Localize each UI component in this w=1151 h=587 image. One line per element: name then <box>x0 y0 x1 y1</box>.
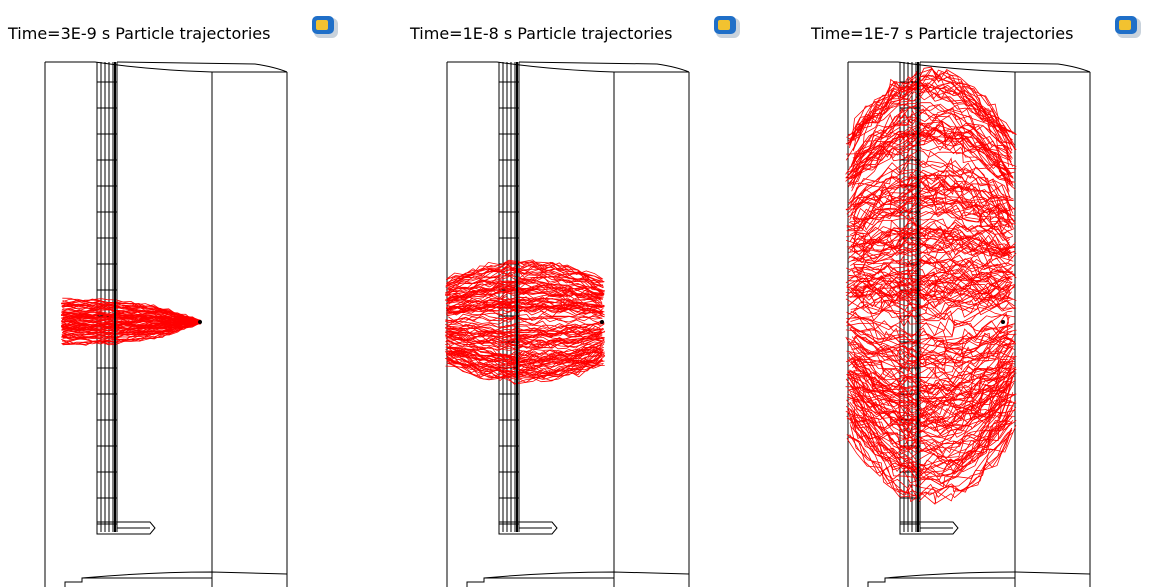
icon-face <box>316 20 328 30</box>
time-label: Time=1E-7 s <box>810 24 913 43</box>
panel-title: Time=3E-9 s Particle trajectories <box>7 24 270 43</box>
source-point <box>1001 320 1005 324</box>
result-panel: Time=1E-8 s Particle trajectories <box>409 16 740 587</box>
time-label: Time=1E-8 s <box>409 24 512 43</box>
panel-title: Time=1E-8 s Particle trajectories <box>409 24 672 43</box>
bottom-slab <box>868 572 1090 587</box>
time-label: Time=3E-9 s <box>7 24 110 43</box>
plot-icon <box>714 16 740 38</box>
source-point <box>198 320 202 324</box>
trajectory <box>851 309 1010 325</box>
result-panel: Time=3E-9 s Particle trajectories <box>7 16 338 587</box>
box-edge <box>920 62 1090 72</box>
bottom-slab <box>467 572 689 587</box>
trajectories <box>445 260 605 384</box>
trajectories <box>61 298 201 345</box>
plot-label: Particle trajectories <box>918 24 1073 43</box>
plot-icon <box>312 16 338 38</box>
panel-title: Time=1E-7 s Particle trajectories <box>810 24 1073 43</box>
bottom-slab <box>65 572 287 587</box>
plot-label: Particle trajectories <box>115 24 270 43</box>
result-panel: Time=1E-7 s Particle trajectories <box>810 16 1141 587</box>
results-view: Time=3E-9 sParticle trajectoriesTime=1E-… <box>0 0 1151 587</box>
box-edge <box>519 62 689 72</box>
page: Time=3E-9 sParticle trajectoriesTime=1E-… <box>0 0 1151 587</box>
geometry <box>447 62 689 587</box>
icon-face <box>1119 20 1131 30</box>
plot-icon <box>1115 16 1141 38</box>
icon-face <box>718 20 730 30</box>
source-point <box>600 320 604 324</box>
box-edge <box>117 62 287 72</box>
plot-label: Particle trajectories <box>517 24 672 43</box>
trajectories <box>846 67 1017 504</box>
